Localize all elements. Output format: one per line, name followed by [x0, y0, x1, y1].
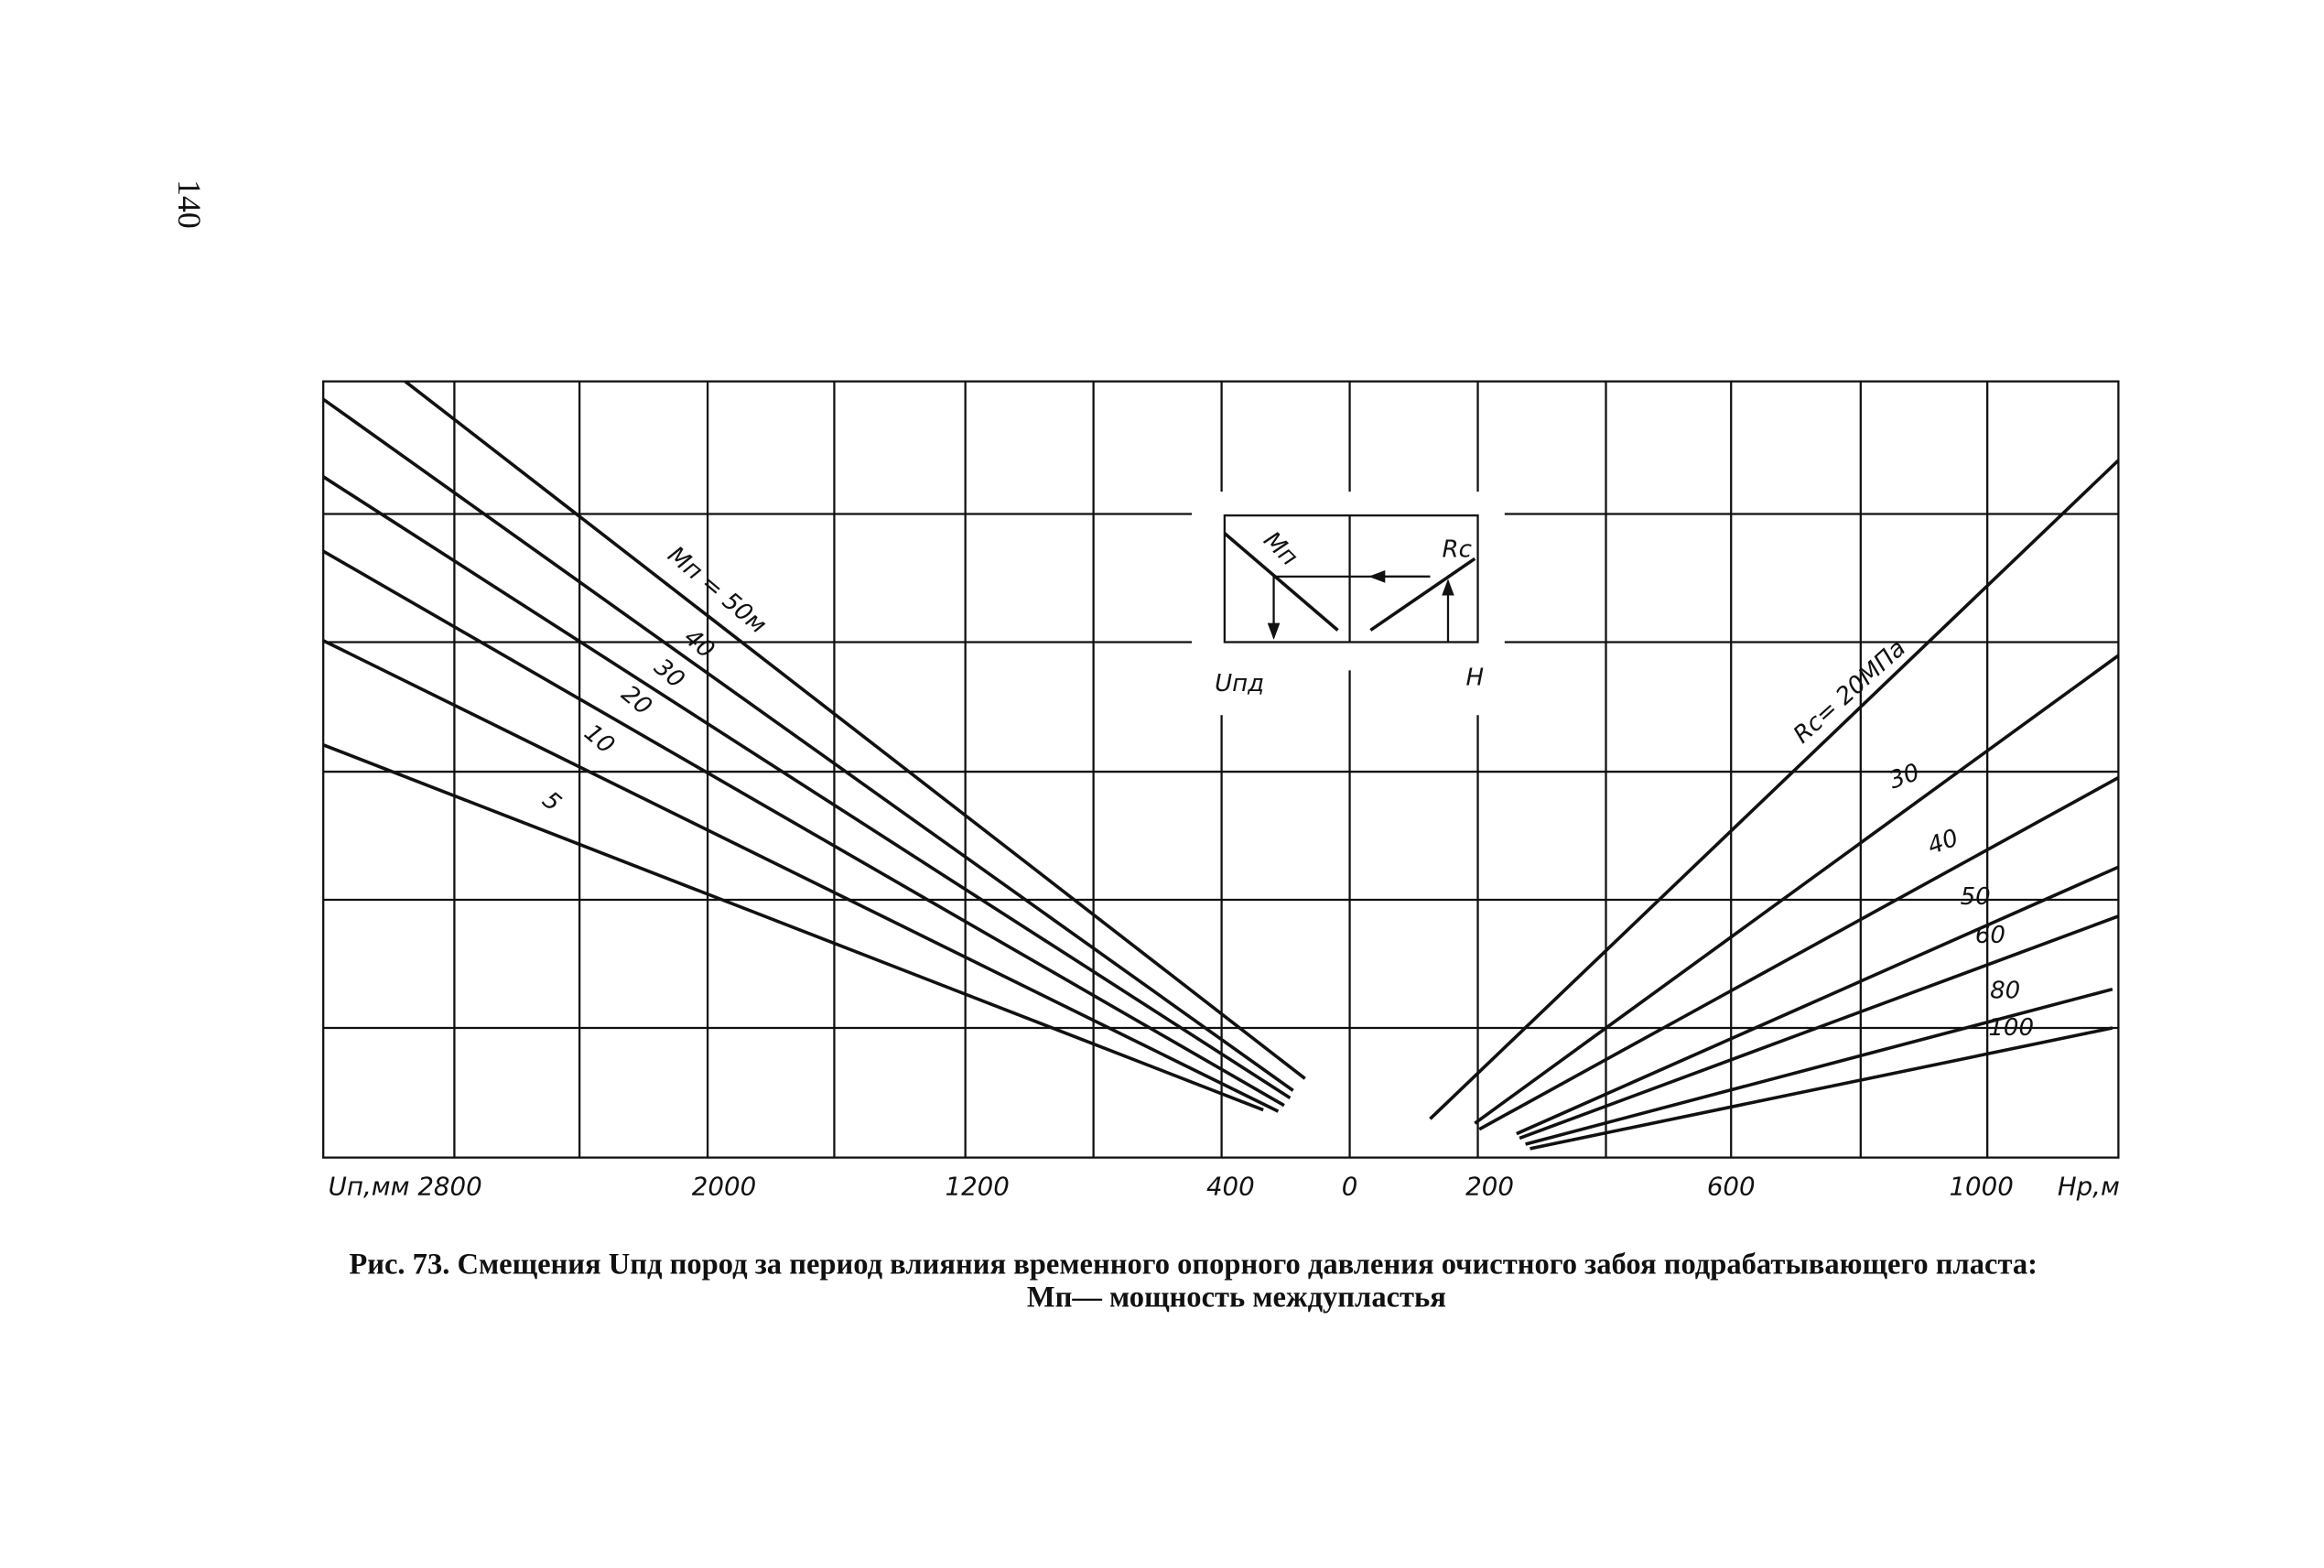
x-axis-label: Uп,мм 2800	[329, 1171, 482, 1201]
x-axis-label: 400	[1206, 1171, 1255, 1201]
x-axis-label: 1000	[1949, 1171, 2013, 1201]
curve-label: 60	[1975, 922, 2005, 949]
x-axis-label: 1200	[945, 1171, 1009, 1201]
x-axis-label: 0	[1342, 1171, 1358, 1201]
curve-label: 80	[1990, 977, 2020, 1004]
right-curves	[1429, 459, 2120, 1151]
left-curves	[322, 380, 1306, 1113]
inset-label: Rc	[1443, 536, 1472, 564]
inset-label: Uпд	[1215, 670, 1264, 697]
curve-label: 100	[1988, 1014, 2034, 1042]
page-number: 140	[171, 179, 208, 229]
inset	[1223, 514, 1479, 643]
grid	[322, 380, 2120, 1159]
curve-label: 50	[1961, 883, 1991, 911]
x-axis-label: 600	[1707, 1171, 1756, 1201]
caption-line: Mп— мощность междупластья	[1027, 1281, 1446, 1314]
x-axis-label: Hр,м	[2058, 1171, 2120, 1201]
x-axis-label: 2000	[692, 1171, 756, 1201]
x-axis-label: 200	[1465, 1171, 1514, 1201]
caption-line: Рис. 73. Смещения Uпд пород за период вл…	[349, 1249, 2038, 1281]
inset-label: H	[1465, 665, 1484, 692]
